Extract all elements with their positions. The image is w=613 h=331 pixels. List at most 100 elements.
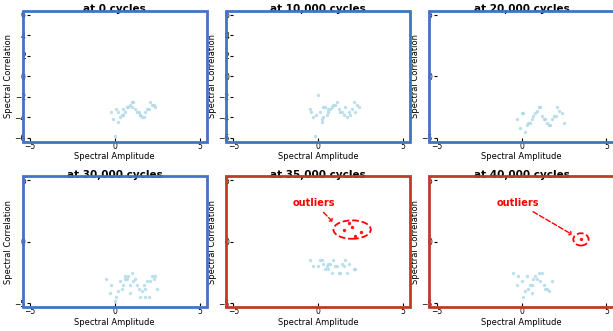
Point [125, 102, 135, 108]
Point [318, 104, 328, 110]
Point [351, 266, 360, 271]
X-axis label: Spectral Amplitude: Spectral Amplitude [481, 152, 562, 161]
Point [347, 107, 357, 112]
Point [537, 270, 547, 275]
Text: outliers: outliers [496, 198, 571, 235]
Point [335, 110, 345, 115]
Point [535, 278, 545, 284]
Point [330, 264, 340, 269]
Point [512, 282, 522, 288]
Point [356, 229, 365, 235]
Point [530, 274, 540, 279]
X-axis label: Spectral Amplitude: Spectral Amplitude [74, 152, 155, 161]
Point [534, 270, 544, 275]
X-axis label: Spectral Amplitude: Spectral Amplitude [278, 318, 359, 327]
Point [118, 282, 128, 288]
X-axis label: Spectral Amplitude: Spectral Amplitude [278, 152, 359, 161]
Point [541, 117, 550, 122]
Point [107, 110, 116, 115]
Point [517, 278, 527, 284]
Point [112, 107, 121, 112]
Point [132, 110, 142, 115]
Point [532, 276, 542, 281]
Point [120, 274, 130, 279]
Point [144, 107, 154, 112]
Point [546, 123, 555, 128]
Point [576, 237, 586, 242]
Point [122, 104, 132, 110]
Point [327, 270, 337, 275]
Point [305, 258, 314, 263]
Point [145, 278, 155, 284]
Point [151, 104, 161, 110]
Point [557, 111, 567, 116]
Point [508, 270, 518, 275]
Point [519, 111, 528, 116]
Point [116, 113, 126, 118]
Point [140, 295, 150, 300]
Point [118, 113, 128, 118]
Point [517, 111, 527, 116]
Point [324, 107, 333, 112]
Point [142, 278, 152, 284]
Title: at 30,000 cycles: at 30,000 cycles [67, 170, 162, 180]
Point [342, 115, 352, 120]
Point [339, 227, 349, 232]
Title: at 10,000 cycles: at 10,000 cycles [270, 4, 366, 14]
Title: at 40,000 cycles: at 40,000 cycles [474, 170, 569, 180]
Point [322, 264, 332, 269]
Point [149, 102, 159, 108]
Point [541, 286, 550, 291]
Point [559, 120, 569, 126]
Point [310, 133, 320, 138]
Point [112, 295, 121, 300]
Point [308, 115, 318, 120]
Point [313, 264, 323, 269]
Point [513, 274, 523, 279]
Point [522, 274, 531, 279]
Point [347, 224, 357, 230]
Y-axis label: Spectral Correlation: Spectral Correlation [4, 200, 13, 284]
Point [140, 110, 150, 115]
Point [140, 286, 150, 291]
Point [139, 282, 148, 288]
Point [512, 117, 522, 122]
Point [547, 117, 557, 122]
Point [149, 276, 159, 281]
Point [145, 99, 155, 105]
Point [115, 278, 125, 284]
Point [311, 113, 321, 118]
Point [317, 258, 327, 263]
Point [354, 104, 364, 110]
Point [130, 107, 140, 112]
Point [349, 266, 359, 271]
Point [324, 261, 333, 266]
Point [122, 276, 132, 281]
Point [115, 115, 125, 120]
Point [110, 133, 120, 138]
Point [135, 113, 145, 118]
Point [139, 115, 148, 120]
Point [525, 282, 535, 288]
Point [151, 274, 161, 279]
Point [317, 120, 327, 125]
Point [534, 104, 544, 110]
Point [344, 261, 354, 266]
Y-axis label: Spectral Correlation: Spectral Correlation [208, 200, 216, 284]
Point [101, 276, 111, 281]
Point [110, 298, 120, 304]
Point [125, 282, 135, 288]
Point [519, 295, 528, 300]
Point [317, 117, 327, 122]
Point [318, 115, 328, 120]
Point [120, 110, 130, 115]
Point [107, 282, 116, 288]
Point [524, 286, 533, 291]
Point [520, 129, 530, 134]
Title: at 0 cycles: at 0 cycles [83, 4, 146, 14]
Point [129, 278, 139, 284]
Point [113, 110, 123, 115]
Point [528, 276, 538, 281]
Point [554, 108, 564, 114]
Point [349, 99, 359, 105]
